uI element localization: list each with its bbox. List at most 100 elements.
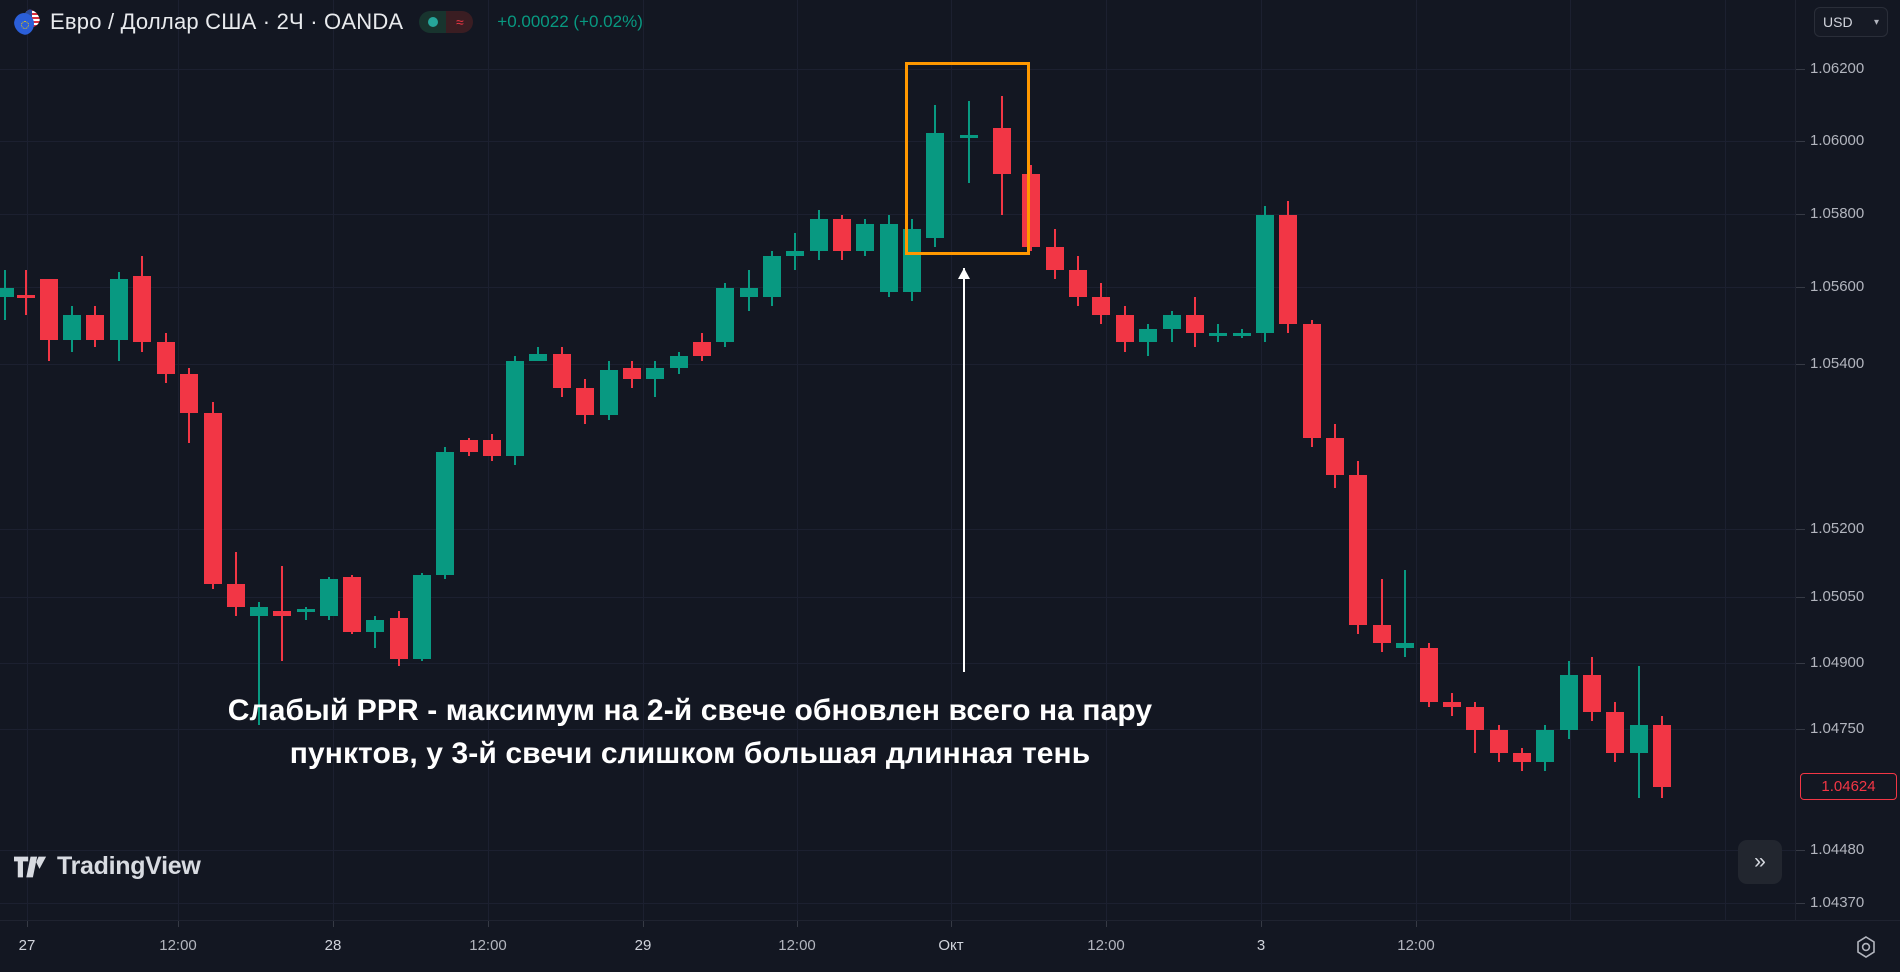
candle-body: [460, 440, 478, 452]
currency-selector[interactable]: USD ▾: [1814, 7, 1888, 37]
price-axis-label: 1.05600: [1810, 278, 1865, 295]
candle: [693, 0, 711, 920]
candle-wick: [654, 360, 656, 398]
gridline-vertical: [1106, 0, 1107, 920]
candle: [157, 0, 175, 920]
candle-body: [646, 367, 664, 379]
candle-body: [250, 606, 268, 616]
candle-body: [436, 451, 454, 575]
candle: [17, 0, 35, 920]
timezone-clock-icon[interactable]: [1854, 935, 1878, 959]
candle-body: [693, 342, 711, 357]
gridline-horizontal: [0, 903, 1795, 904]
candle-body: [40, 278, 58, 341]
candle: [1092, 0, 1110, 920]
time-axis-label: 12:00: [778, 937, 816, 954]
time-axis-label: Окт: [938, 937, 964, 954]
time-axis-tick: [643, 921, 644, 927]
candle: [320, 0, 338, 920]
candle: [366, 0, 384, 920]
candle-wick: [968, 100, 970, 183]
gridline-vertical: [488, 0, 489, 920]
candle-body: [786, 251, 804, 256]
candle-body: [133, 276, 151, 343]
price-axis-label: 1.04750: [1810, 720, 1865, 737]
candle: [856, 0, 874, 920]
candle-body: [856, 223, 874, 252]
candle-body: [1513, 752, 1531, 762]
candle: [436, 0, 454, 920]
time-axis[interactable]: 27 12:00 28 12:00 29 12:00 Окт 12:00 3 12:00: [0, 920, 1900, 972]
time-axis-tick: [1261, 921, 1262, 927]
candle-body: [1116, 315, 1134, 343]
candle: [1279, 0, 1297, 920]
price-axis-label: 1.05800: [1810, 205, 1865, 222]
candle-body: [1092, 296, 1110, 316]
candle: [576, 0, 594, 920]
candle: [1606, 0, 1624, 920]
candle-body: [1326, 438, 1344, 475]
candle: [1326, 0, 1344, 920]
annotation-line-2: пунктов, у 3-й свечи слишком большая дли…: [289, 736, 1091, 770]
candle: [1536, 0, 1554, 920]
symbol-title[interactable]: Евро / Доллар США · 2Ч · OANDA: [50, 9, 404, 34]
approx-icon: ≈: [446, 11, 474, 33]
price-axis-label: 1.06200: [1810, 60, 1865, 77]
candlestick-chart[interactable]: Слабый PPR - максимум на 2-й свече обнов…: [0, 0, 1795, 920]
candle-body: [1303, 324, 1321, 439]
candle-body: [1349, 474, 1367, 625]
candle-body: [297, 609, 315, 613]
candle-body: [506, 360, 524, 457]
candle: [273, 0, 291, 920]
candle-body: [1443, 702, 1461, 708]
gridline-horizontal: [0, 597, 1795, 598]
price-axis-label: 1.04370: [1810, 894, 1865, 911]
candle: [553, 0, 571, 920]
candle-body: [1139, 328, 1157, 343]
current-price-badge: 1.04624: [1800, 773, 1897, 800]
price-axis-label: 1.06000: [1810, 132, 1865, 149]
candle-body: [390, 618, 408, 660]
candle: [1373, 0, 1391, 920]
candle-body: [1420, 647, 1438, 703]
gridline-horizontal: [0, 364, 1795, 365]
gridline-horizontal: [0, 529, 1795, 530]
candle-body: [716, 287, 734, 343]
time-axis-label: 12:00: [1397, 937, 1435, 954]
candle: [86, 0, 104, 920]
candle: [506, 0, 524, 920]
time-axis-tick: [1416, 921, 1417, 927]
gridline-horizontal: [0, 850, 1795, 851]
candle: [1209, 0, 1227, 920]
candle: [180, 0, 198, 920]
eu-us-flag-icon: [14, 9, 40, 35]
candle-body: [1466, 707, 1484, 730]
gridline-vertical: [178, 0, 179, 920]
candle: [1653, 0, 1671, 920]
candle-body: [1163, 315, 1181, 329]
price-axis-label: 1.04480: [1810, 841, 1865, 858]
candle-body: [1583, 675, 1601, 712]
candle-body: [157, 342, 175, 375]
candle-body: [1046, 246, 1064, 270]
candle-body: [1396, 643, 1414, 648]
candle-wick: [25, 269, 27, 316]
candle: [903, 0, 921, 920]
candle: [646, 0, 664, 920]
scroll-to-realtime-button[interactable]: »: [1738, 840, 1782, 884]
candle-wick: [1381, 579, 1383, 653]
price-axis-tick: [1796, 141, 1805, 142]
candle: [1420, 0, 1438, 920]
time-axis-tick: [27, 921, 28, 927]
candle-body: [600, 369, 618, 416]
candle: [880, 0, 898, 920]
price-axis-tick: [1796, 663, 1805, 664]
candle: [63, 0, 81, 920]
chevron-down-icon: ▾: [1873, 16, 1879, 28]
price-axis[interactable]: 1.04624 1.06200 1.06000 1.05800 1.05600 1.05…: [1795, 0, 1900, 920]
candle: [600, 0, 618, 920]
candle: [1490, 0, 1508, 920]
candle-body: [1536, 729, 1554, 762]
status-badge[interactable]: ≈: [419, 11, 474, 33]
candle: [529, 0, 547, 920]
